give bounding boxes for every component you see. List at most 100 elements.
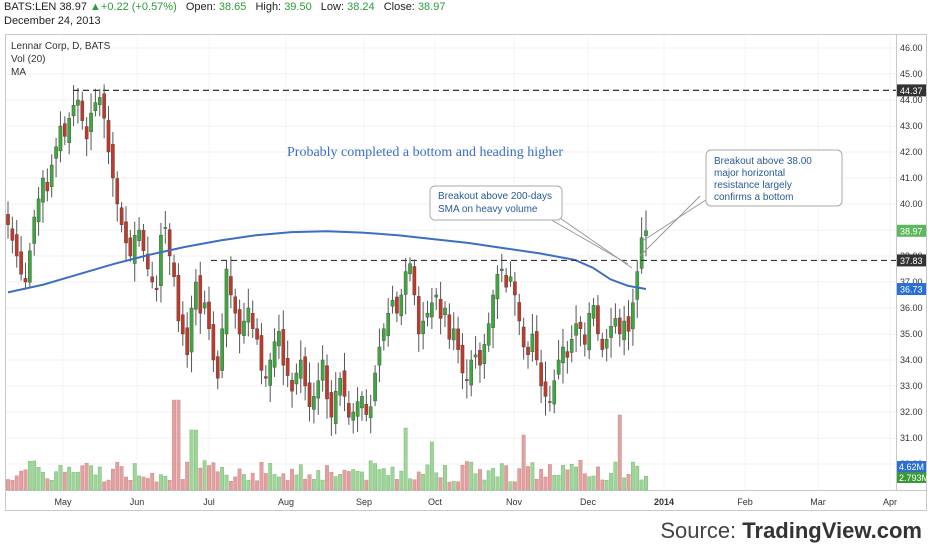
candle-body — [416, 296, 421, 335]
volume-bar — [478, 469, 482, 491]
candle-body — [329, 392, 334, 418]
candle-body — [229, 276, 233, 296]
candle-body — [41, 177, 45, 203]
price-tag-label: 44.37 — [900, 86, 923, 96]
volume-bar — [132, 463, 137, 491]
candle-body — [351, 411, 356, 421]
volume-bar — [220, 466, 225, 491]
candle-body — [508, 276, 513, 282]
volume-bar — [159, 474, 163, 491]
candle-body — [443, 307, 447, 316]
candle-body — [364, 403, 369, 415]
volume-bar — [41, 471, 45, 491]
candle-body — [609, 326, 613, 338]
volume-bar — [320, 479, 325, 491]
candle-body — [259, 335, 264, 371]
volume-bar — [290, 468, 294, 491]
candle-body — [71, 104, 76, 117]
volume-bar — [386, 475, 391, 491]
volume-bar — [194, 429, 198, 491]
candle-body — [591, 305, 596, 319]
volume-bar — [604, 480, 609, 491]
volume-bar — [185, 461, 190, 491]
callout-line-2b — [639, 195, 701, 257]
candle-body — [355, 401, 360, 417]
volume-bar — [150, 472, 155, 491]
x-tick-label: 2014 — [654, 497, 674, 507]
volume-bar — [368, 460, 373, 491]
candle-body — [513, 281, 517, 296]
volume-bar — [360, 471, 364, 491]
volume-bar — [180, 479, 185, 491]
volume-bar — [333, 476, 338, 491]
price-tag-bg — [897, 283, 926, 296]
candle-body — [395, 296, 399, 314]
volume-tag-bg — [897, 461, 926, 472]
volume-bar — [622, 477, 627, 491]
candle-body — [146, 253, 150, 270]
volume-bar — [460, 464, 465, 491]
candle-body — [307, 382, 312, 407]
volume-bar — [416, 471, 421, 491]
candle-body — [486, 323, 491, 346]
volume-bar — [154, 481, 159, 491]
volume-tag-label: 2.793M — [899, 473, 929, 483]
volume-bar — [215, 471, 220, 491]
candle-body — [491, 294, 495, 328]
candle-body — [115, 178, 120, 205]
volume-bar — [76, 471, 80, 491]
plot-frame — [5, 34, 897, 491]
volume-bar — [255, 480, 259, 491]
callout-1-line-2: SMA on heavy volume — [438, 204, 538, 215]
candle-body — [447, 314, 452, 340]
candle-body — [141, 229, 146, 251]
y-tick-label: 32.00 — [900, 407, 923, 417]
candle-body — [320, 359, 325, 381]
candle-body — [438, 299, 443, 319]
symbol: BATS:LEN — [4, 1, 57, 13]
close-label: Close: — [383, 1, 415, 13]
y-tick-label: 37.00 — [900, 277, 923, 287]
candle-body — [202, 302, 207, 309]
y-tick-label: 36.00 — [900, 303, 923, 313]
volume-bar — [36, 467, 41, 491]
volume-bar — [233, 476, 238, 491]
candle-body — [613, 318, 618, 327]
candle-body — [80, 100, 85, 122]
candle-body — [517, 302, 522, 322]
candle-body — [93, 102, 98, 112]
y-tick-label: 45.00 — [900, 69, 923, 79]
candle-body — [255, 328, 259, 340]
volume-bar — [285, 479, 290, 491]
candle-body — [124, 221, 128, 244]
x-tick-label: Jun — [130, 497, 145, 507]
candle-body — [167, 229, 172, 257]
price-header: BATS:LEN 38.97 ▲+0.22 (+0.57%) Open: 38.… — [4, 1, 445, 14]
volume-bar — [526, 466, 530, 491]
volume-bar — [547, 464, 552, 491]
candle-body — [76, 99, 80, 106]
volume-bar — [569, 463, 574, 491]
y-tick-label: 42.00 — [900, 147, 923, 157]
candle-body — [19, 251, 23, 275]
x-tick-label: May — [54, 497, 72, 507]
volume-bar — [102, 481, 107, 491]
high-label: High: — [255, 1, 282, 13]
volume-bar — [425, 464, 430, 491]
candle-body — [150, 276, 155, 283]
price-tag-label: 37.83 — [900, 256, 923, 266]
candle-body — [63, 123, 67, 137]
y-tick-label: 46.00 — [900, 43, 923, 53]
candle-body — [473, 354, 478, 358]
volume-bar — [626, 473, 631, 491]
volume-bar — [469, 461, 474, 491]
volume-bar — [263, 473, 268, 491]
volume-bar — [6, 479, 10, 491]
volume-bar — [71, 472, 76, 491]
candle-body — [137, 229, 141, 241]
candle-body — [10, 228, 15, 241]
volume-bar — [49, 480, 54, 491]
volume-bar — [543, 476, 548, 491]
volume-bar — [552, 474, 557, 491]
